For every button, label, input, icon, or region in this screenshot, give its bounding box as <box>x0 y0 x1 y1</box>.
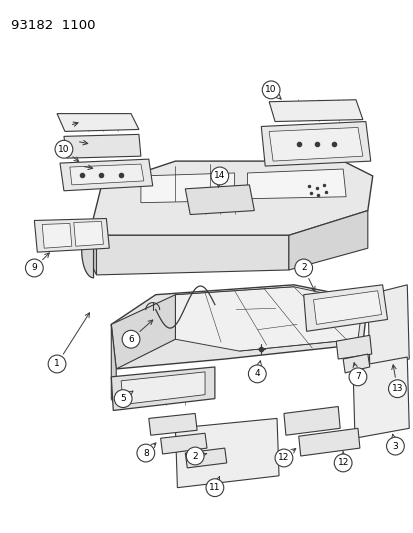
Polygon shape <box>298 429 359 456</box>
Circle shape <box>186 447 204 465</box>
Text: 4: 4 <box>254 369 259 378</box>
Polygon shape <box>81 222 93 278</box>
Polygon shape <box>57 114 139 132</box>
Polygon shape <box>42 223 72 248</box>
Polygon shape <box>303 285 387 332</box>
Polygon shape <box>283 407 339 435</box>
Text: 7: 7 <box>354 373 360 381</box>
Text: 13: 13 <box>391 384 402 393</box>
Text: 2: 2 <box>300 263 306 272</box>
Polygon shape <box>268 100 362 122</box>
Circle shape <box>294 259 312 277</box>
Polygon shape <box>70 164 143 185</box>
Polygon shape <box>111 367 214 410</box>
Circle shape <box>114 390 132 408</box>
Circle shape <box>387 380 405 398</box>
Text: 5: 5 <box>120 394 126 403</box>
Circle shape <box>55 140 73 158</box>
Circle shape <box>122 330 140 348</box>
Polygon shape <box>247 169 345 199</box>
Text: 12: 12 <box>337 458 348 467</box>
Polygon shape <box>185 448 226 468</box>
Polygon shape <box>96 236 288 275</box>
Circle shape <box>248 365 266 383</box>
Text: 12: 12 <box>278 454 289 463</box>
Text: 10: 10 <box>265 85 276 94</box>
Polygon shape <box>175 418 278 488</box>
Polygon shape <box>34 219 109 252</box>
Polygon shape <box>91 161 372 236</box>
Polygon shape <box>160 433 206 454</box>
Circle shape <box>137 444 154 462</box>
Circle shape <box>48 355 66 373</box>
Circle shape <box>333 454 351 472</box>
Circle shape <box>261 81 279 99</box>
Polygon shape <box>342 354 369 373</box>
Polygon shape <box>111 285 367 369</box>
Text: 9: 9 <box>31 263 37 272</box>
Polygon shape <box>335 335 371 359</box>
Polygon shape <box>175 287 362 351</box>
Polygon shape <box>111 295 175 369</box>
Polygon shape <box>185 185 254 215</box>
Polygon shape <box>261 122 370 166</box>
Polygon shape <box>60 159 152 191</box>
Polygon shape <box>91 225 96 275</box>
Circle shape <box>26 259 43 277</box>
Text: 3: 3 <box>392 442 397 450</box>
Polygon shape <box>121 372 204 405</box>
Polygon shape <box>313 290 381 325</box>
Polygon shape <box>74 222 103 246</box>
Text: 6: 6 <box>128 335 133 344</box>
Text: 8: 8 <box>142 449 148 457</box>
Circle shape <box>348 368 366 386</box>
Circle shape <box>386 437 404 455</box>
Text: 10: 10 <box>58 145 69 154</box>
Text: 1: 1 <box>54 359 60 368</box>
Text: 2: 2 <box>192 451 197 461</box>
Polygon shape <box>367 285 408 367</box>
Polygon shape <box>148 414 197 435</box>
Polygon shape <box>268 127 362 161</box>
Text: 93182  1100: 93182 1100 <box>11 19 95 31</box>
Circle shape <box>274 449 292 467</box>
Polygon shape <box>111 325 116 408</box>
Polygon shape <box>288 211 367 270</box>
Circle shape <box>206 479 223 497</box>
Polygon shape <box>352 357 408 438</box>
Text: 11: 11 <box>209 483 220 492</box>
Polygon shape <box>64 134 140 158</box>
Text: 14: 14 <box>214 172 225 181</box>
Polygon shape <box>140 173 234 203</box>
Circle shape <box>211 167 228 185</box>
